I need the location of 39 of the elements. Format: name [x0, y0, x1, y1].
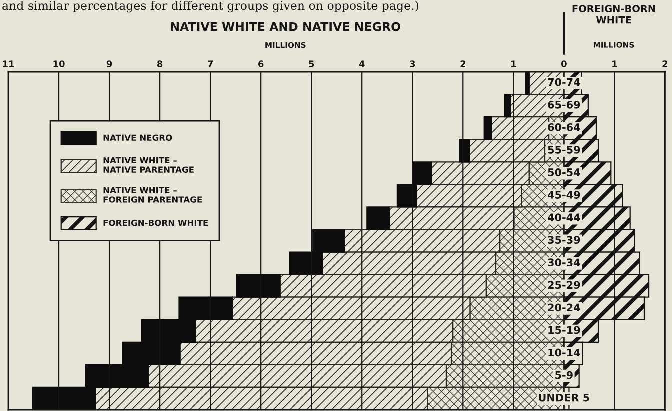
- bar: [484, 116, 492, 140]
- x-tick-label: 8: [157, 60, 163, 68]
- y-tick-label: 65-69: [548, 100, 580, 109]
- text: FOREIGN-BORN WHITE: [572, 5, 656, 24]
- y-tick-label: 15-19: [548, 326, 580, 334]
- x-tick-label: 1: [612, 60, 618, 68]
- x-tick-label: 3: [410, 60, 416, 68]
- y-tick-label: 10-14: [548, 348, 580, 357]
- y-tick-label: 55-59: [548, 146, 580, 154]
- y-tick-label: 45-49: [548, 191, 580, 199]
- x-tick-label: 4: [359, 60, 365, 68]
- y-tick-label: 35-39: [548, 236, 580, 244]
- chart-title: NATIVE WHITE AND NATIVE NEGRO: [171, 22, 400, 32]
- y-tick-label: 40-44: [548, 214, 580, 222]
- y-tick-label: 50-54: [548, 168, 580, 176]
- y-tick-label: UNDER 5: [539, 394, 590, 402]
- y-tick-label: 5-9: [556, 371, 573, 380]
- y-tick-label: 60-64: [548, 123, 580, 132]
- x-tick-label: 2: [460, 60, 466, 68]
- bar: [504, 94, 512, 118]
- y-tick-label: 20-24: [548, 304, 580, 312]
- y-tick-label: 70-74: [548, 78, 580, 86]
- y-tick-label: 25-29: [548, 281, 580, 290]
- x-tick-label: 10: [54, 60, 65, 68]
- legend-label: NATIVE NEGRO: [104, 134, 172, 142]
- x-tick-label: 7: [208, 60, 213, 68]
- bar: [366, 206, 390, 230]
- legend-label: NATIVE WHITE – FOREIGN PARENTAGE: [104, 187, 202, 203]
- x-tick-label: 0: [561, 60, 567, 68]
- x-tick-label: 1: [512, 60, 516, 68]
- x-tick-label: 5: [309, 60, 314, 68]
- x-tick-label: 2: [662, 60, 668, 68]
- x-tick-label: 6: [258, 60, 264, 68]
- x-tick-label: 11: [3, 60, 14, 68]
- y-tick-label: 30-34: [548, 258, 580, 267]
- legend-label: FOREIGN-BORN WHITE: [104, 220, 208, 226]
- x-tick-label: 9: [106, 60, 112, 68]
- text: and similar percentages for different groups given on opposite page.): [2, 1, 418, 13]
- legend-label: NATIVE WHITE – NATIVE PARENTAGE: [104, 157, 194, 173]
